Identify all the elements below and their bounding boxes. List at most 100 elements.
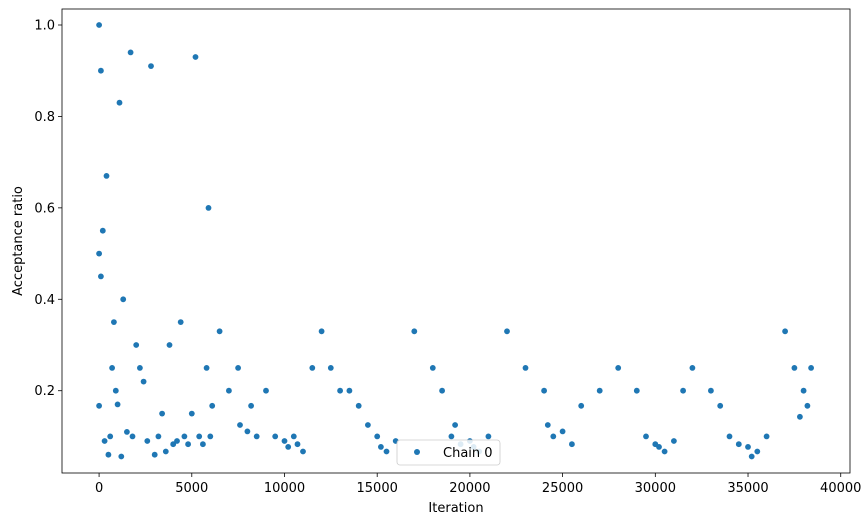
data-point [105,451,112,458]
data-point [148,63,154,69]
data-point [559,428,566,435]
data-point [129,433,136,440]
data-point [96,250,102,257]
data-point [124,429,130,435]
data-point [96,402,102,409]
data-point [735,441,742,448]
data-point [112,387,119,394]
data-point [285,444,292,450]
data-point [541,387,547,394]
data-point [680,387,686,394]
data-point [754,448,761,455]
y-tick-label: 0.8 [34,110,55,125]
data-point [485,433,492,440]
x-tick-label: 35000 [727,481,768,496]
data-point [726,433,733,440]
x-tick-label: 15000 [357,481,398,496]
data-point [177,319,184,325]
data-point [272,433,279,440]
data-point [151,451,158,458]
data-point [209,402,216,409]
y-axis-label: Acceptance ratio [11,186,26,296]
data-point [127,49,134,56]
data-point [808,365,814,371]
data-point [411,328,418,335]
data-point [300,448,306,455]
plot-frame [61,8,851,474]
data-point [185,441,192,448]
x-tick-label: 40000 [820,481,861,496]
data-point [656,444,662,450]
data-point [804,402,811,409]
y-tick-label: 1.0 [34,19,55,34]
data-point [439,387,445,394]
data-point [226,387,232,394]
series-chain-0 [96,22,814,460]
data-point [107,433,114,440]
data-point [615,365,622,371]
data-point [290,433,297,440]
data-point [196,433,203,440]
data-point [782,328,788,335]
data-point [596,387,603,394]
data-point [235,365,242,371]
data-point [791,365,798,371]
data-point [203,365,210,371]
data-point [374,433,381,440]
data-point [99,227,106,234]
data-point [708,387,714,394]
data-point [661,448,668,455]
data-point [522,365,529,371]
data-point [544,422,551,428]
data-point [140,378,147,385]
data-point [101,438,108,444]
y-tick-label: 0.2 [34,384,55,399]
x-tick-label: 30000 [635,481,676,496]
x-axis-label: Iteration [428,501,483,516]
data-point [569,441,575,448]
data-point [578,402,585,409]
data-point [120,296,127,303]
data-point [633,387,640,394]
data-point [253,433,260,440]
data-point [281,438,288,444]
data-point [118,453,125,460]
data-point [745,444,751,450]
data-point [98,67,104,74]
legend-box [396,439,501,466]
x-tick-label: 10000 [264,481,305,496]
data-point [318,328,325,335]
data-point [294,441,301,448]
legend: Chain 0 [396,439,501,466]
data-point [448,433,455,440]
data-point [429,365,436,371]
data-point [337,387,343,394]
data-point [248,402,255,409]
data-point [170,441,177,448]
y-tick-label: 0.6 [34,201,55,216]
data-point [327,365,334,371]
data-point [155,433,162,440]
data-point [365,422,371,428]
data-point [800,387,807,394]
x-tick-label: 5000 [175,481,208,496]
data-point [174,438,180,444]
data-point [98,273,104,280]
data-point [159,410,166,417]
data-point [116,99,123,106]
data-point [643,433,649,440]
data-point [144,438,151,444]
data-point [263,387,269,394]
data-point [111,319,117,325]
data-point [452,422,458,428]
data-point [207,433,214,440]
data-point [689,365,696,371]
legend-marker [414,449,420,455]
data-point [133,342,140,348]
x-tick-label: 25000 [542,481,583,496]
data-point [378,444,384,450]
data-point [216,328,223,335]
data-point [200,441,206,448]
x-axis: 0 5000 10000 15000 20000 25000 30000 35000 40000 [95,473,861,496]
